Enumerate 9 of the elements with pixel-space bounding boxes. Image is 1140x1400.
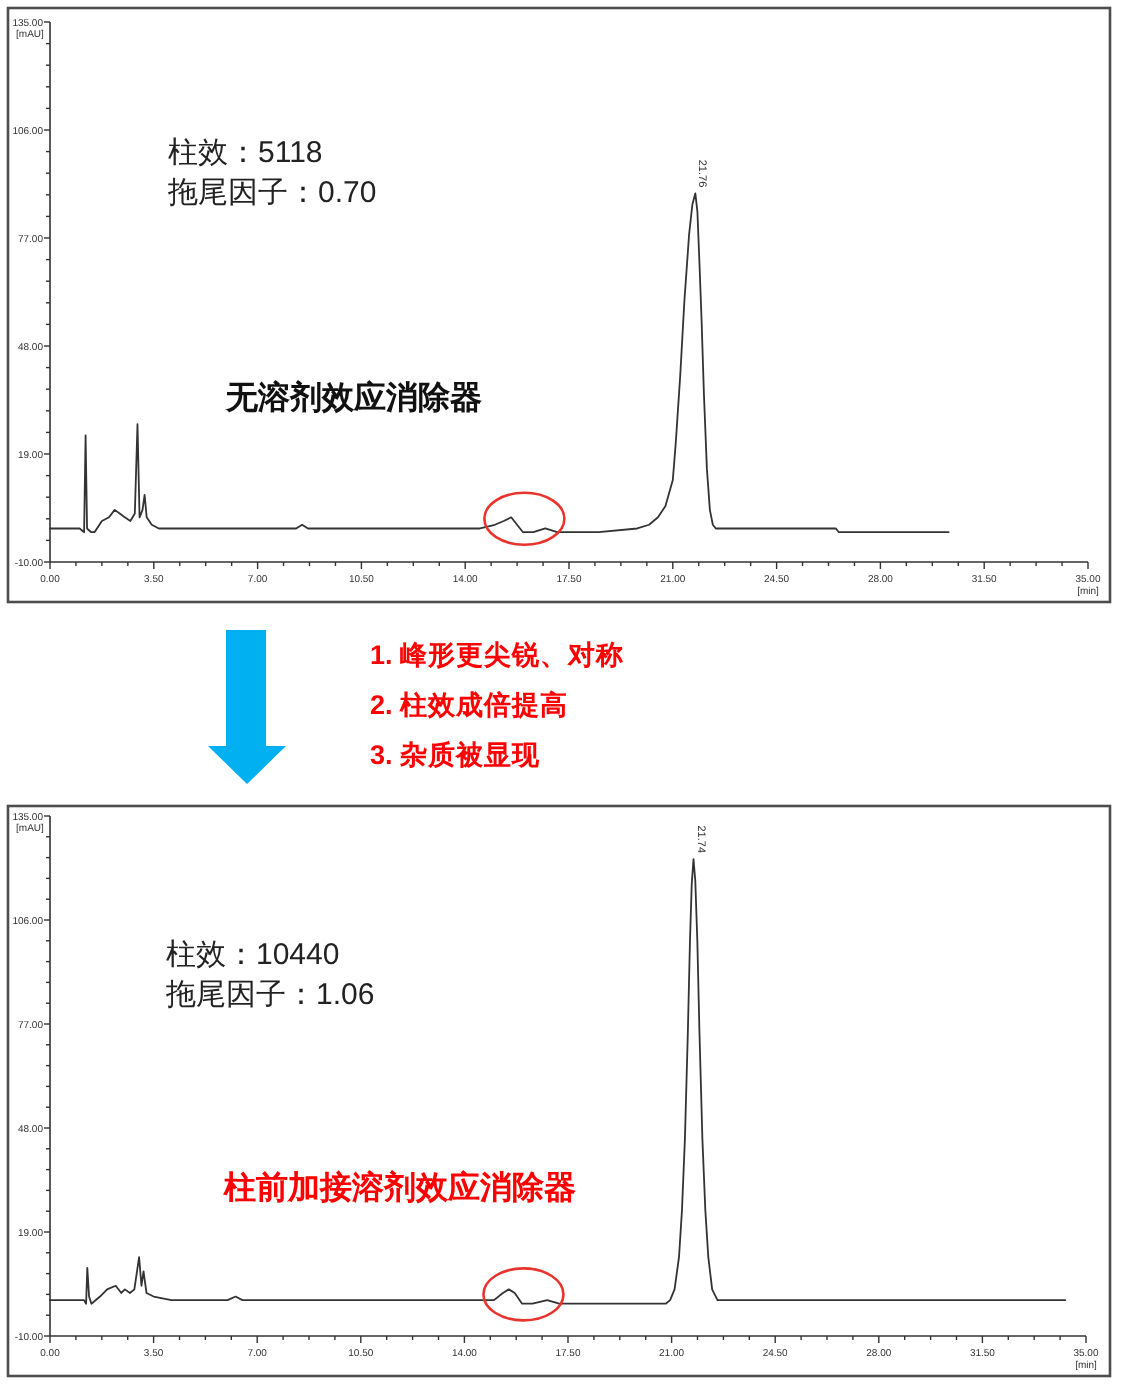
annotation: 拖尾因子：1.06 (164, 978, 375, 1012)
annotation: 无溶剂效应消除器 (224, 378, 482, 416)
annotation: 拖尾因子：0.70 (166, 176, 377, 210)
annotation: 柱效：5118 (168, 136, 323, 170)
annotation: 柱前加接溶剂效应消除器 (222, 1168, 576, 1206)
text: 2. 柱效成倍提高 (370, 688, 569, 720)
text: 1. 峰形更尖锐、对称 (370, 640, 625, 670)
text: 3. 杂质被显现 (370, 738, 543, 770)
annotation: 柱效：10440 (166, 938, 340, 972)
